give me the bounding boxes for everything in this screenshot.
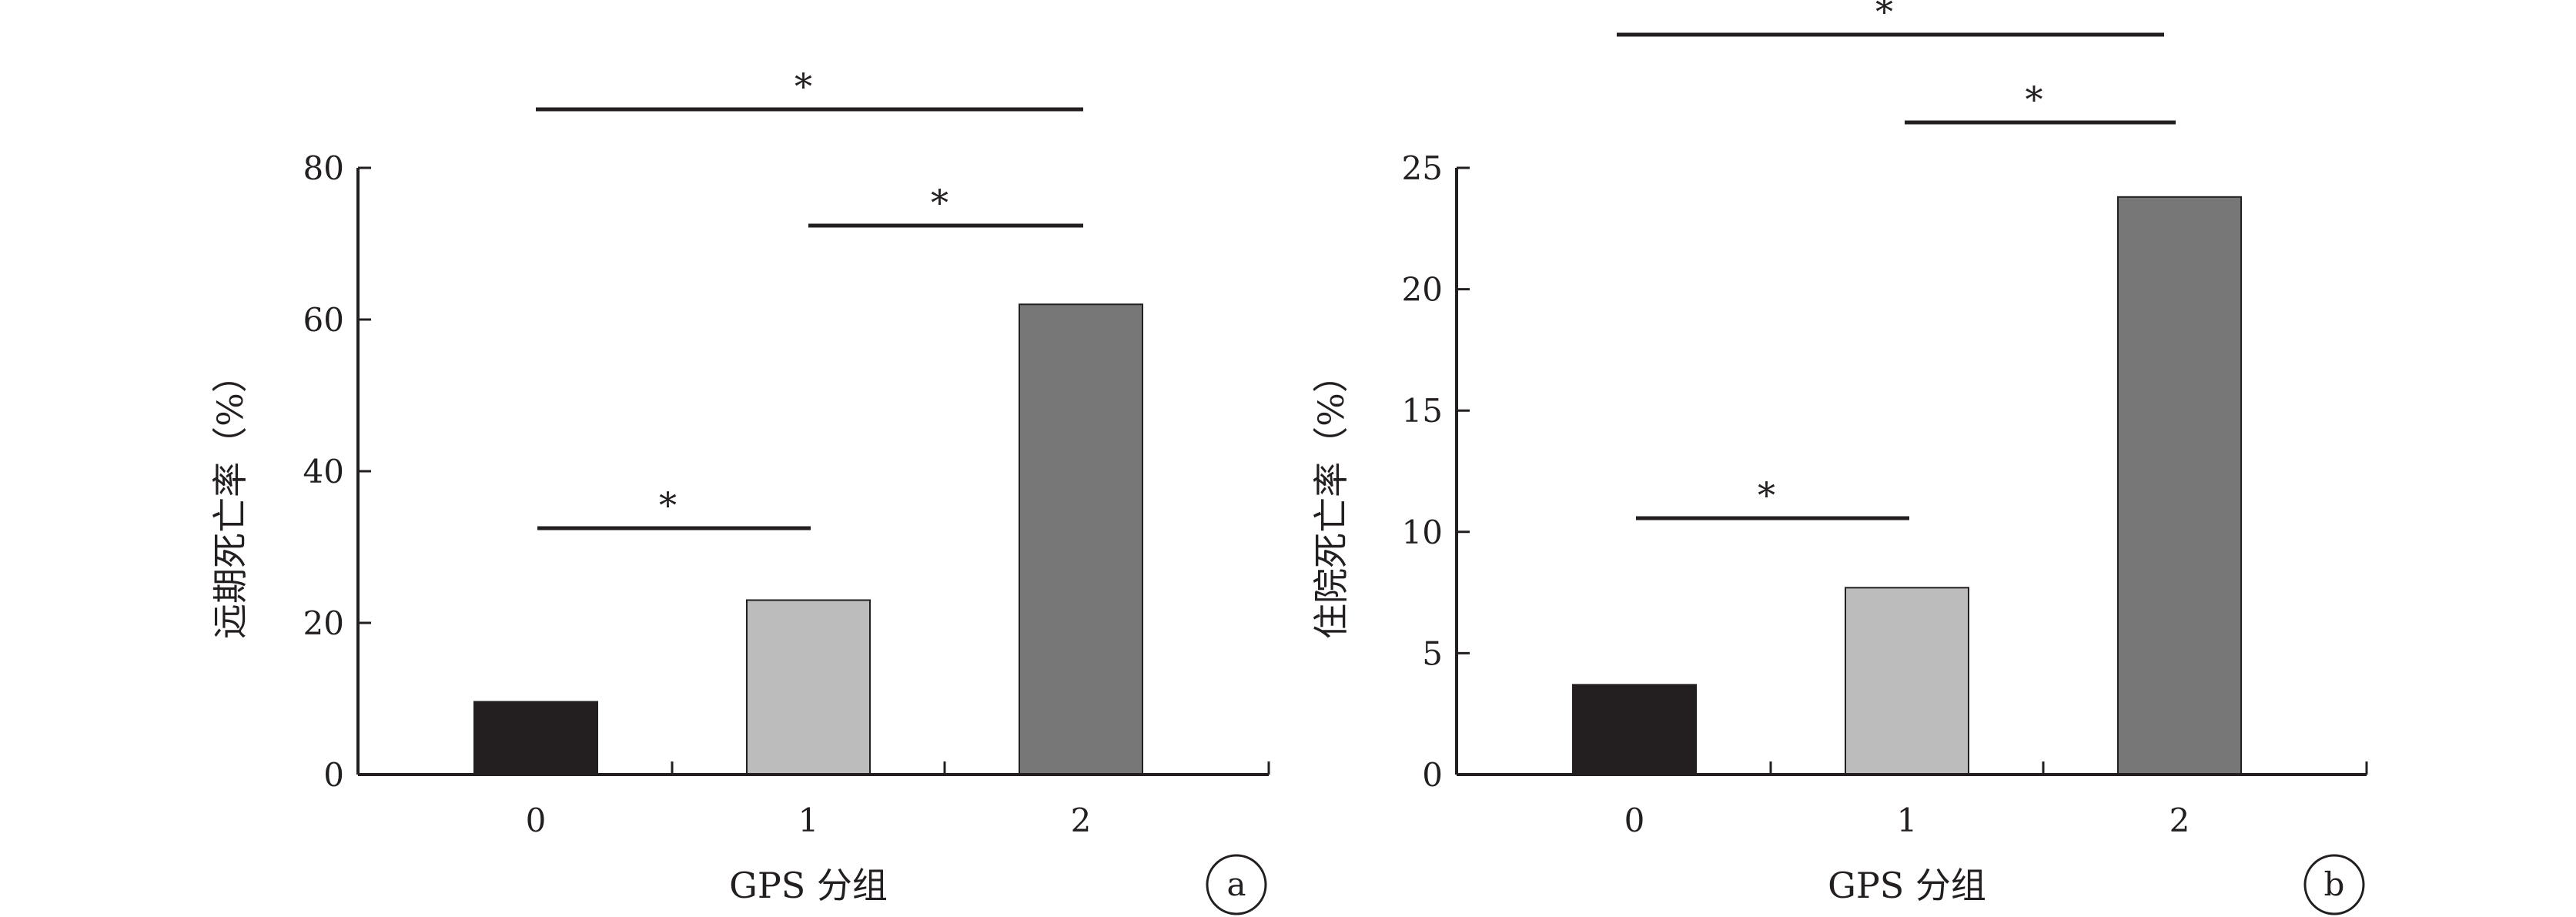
significance-star-b-0-1: *	[1758, 474, 1775, 516]
significance-star-a-0-1: *	[659, 484, 677, 526]
x-tick-label-b-0: 0	[1624, 802, 1645, 839]
x-tick-label-a-1: 1	[798, 802, 819, 839]
x-axis-title-a: GPS 分组	[729, 865, 888, 906]
y-tick-label-a-60: 60	[303, 301, 344, 339]
x-tick-label-b-2: 2	[2170, 802, 2190, 839]
x-tick-label-a-0: 0	[526, 802, 547, 839]
panel-letter-b: b	[2324, 865, 2345, 903]
bar-a-2	[1019, 303, 1143, 775]
y-tick-label-b-5: 5	[1422, 634, 1443, 672]
significance-star-a-1-2: *	[931, 182, 948, 223]
bar-a-0	[473, 701, 598, 775]
y-tick-label-b-25: 25	[1402, 149, 1443, 187]
bar-b-2	[2117, 196, 2242, 776]
panel-letter-a: a	[1226, 865, 1246, 903]
y-tick-label-a-20: 20	[303, 604, 344, 642]
y-tick-label-b-20: 20	[1402, 271, 1443, 309]
y-tick-label-b-10: 10	[1402, 514, 1443, 551]
significance-star-a-0-2: *	[795, 65, 812, 107]
y-tick-label-b-15: 15	[1402, 392, 1443, 430]
bar-a-1	[746, 599, 871, 776]
significance-star-b-1-2: *	[2026, 79, 2043, 120]
x-tick-label-a-2: 2	[1071, 802, 1092, 839]
y-axis-title-b: 住院死亡率（%）	[1310, 357, 1352, 639]
y-axis-title-a: 远期死亡率（%）	[209, 357, 251, 639]
panel-letter-circle-a	[1206, 854, 1267, 915]
y-tick-label-a-40: 40	[303, 453, 344, 490]
bar-b-0	[1572, 684, 1697, 775]
significance-star-b-0-2: *	[1875, 0, 1893, 32]
bar-b-1	[1845, 587, 1969, 776]
y-tick-label-a-80: 80	[303, 149, 344, 187]
panel-letter-circle-b	[2303, 854, 2365, 915]
x-axis-title-b: GPS 分组	[1828, 865, 1986, 906]
y-tick-label-b-0: 0	[1422, 756, 1443, 794]
y-tick-label-a-0: 0	[323, 756, 344, 794]
x-tick-label-b-1: 1	[1897, 802, 1918, 839]
